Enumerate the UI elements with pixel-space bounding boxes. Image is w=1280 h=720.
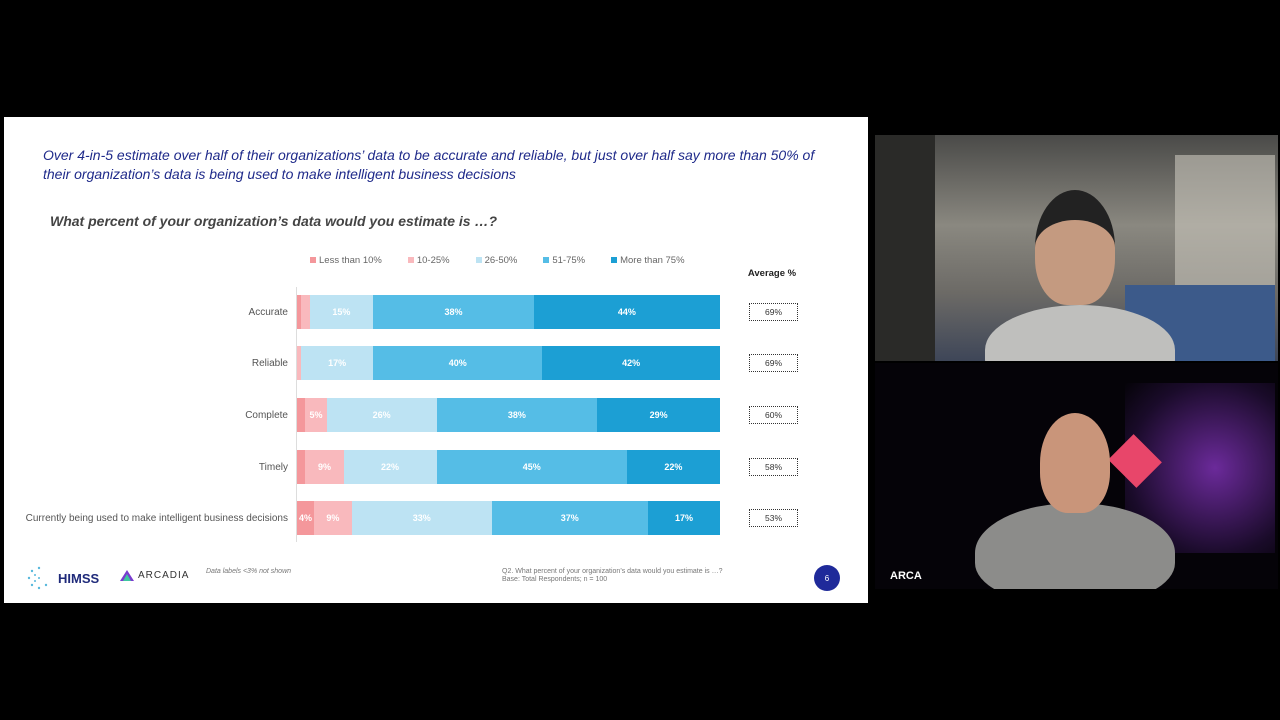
bar-segment: 15% [309, 295, 374, 329]
bar-segment: 40% [373, 346, 543, 380]
average-value: 53% [749, 509, 798, 527]
average-value: 69% [749, 303, 798, 321]
legend-label: 51-75% [552, 255, 586, 266]
chart-axis [296, 287, 297, 542]
bar-segment: 9% [313, 501, 352, 535]
category-label: Currently being used to make intelligent… [25, 513, 288, 524]
bar-segment: 22% [626, 450, 720, 484]
arcadia-triangle-icon [120, 570, 134, 581]
footer-note: Data labels <3% not shown [206, 568, 292, 575]
category-label: Reliable [251, 358, 288, 369]
participant-2-head [1040, 413, 1110, 513]
legend-item: 51-75% [543, 255, 585, 266]
participant-2-figure [975, 503, 1175, 589]
stacked-bar: 15% 38% 44% [297, 295, 720, 329]
bar-segment: 4% [297, 501, 314, 535]
stacked-bar: 4% 9% 33% 37% 17% [297, 501, 720, 535]
legend-item: 26-50% [475, 255, 518, 266]
footer-question: Q2. What percent of your organization’s … [502, 568, 723, 584]
legend-item: Less than 10% [310, 255, 382, 266]
legend-swatch [543, 257, 550, 263]
bar-segment: 17% [648, 501, 720, 535]
legend-swatch [475, 257, 482, 263]
legend-swatch [310, 257, 316, 263]
stacked-bar: 17% 40% 42% [297, 346, 720, 380]
chart-legend: Less than 10% 10-25% 26-50% 51-75% More than… [310, 255, 685, 266]
page-number: 6 [814, 565, 840, 591]
bar-segment: 29% [597, 398, 720, 432]
chart-question: What percent of your organization’s data… [50, 213, 498, 229]
arcadia-logo: ARCADIA [120, 570, 189, 581]
category-label: Accurate [248, 307, 288, 318]
arcadia-logo-text: ARCADIA [138, 570, 190, 581]
bar-segment [297, 346, 302, 380]
bar-segment [301, 295, 310, 329]
bar-segment: 45% [436, 450, 627, 484]
bar-segment [297, 450, 306, 484]
stacked-bar: 5% 26% 38% 29% [297, 398, 720, 432]
legend-label: 10-25% [416, 255, 450, 266]
bar-segment: 38% [373, 295, 534, 329]
bar-segment: 37% [491, 501, 649, 535]
himss-logo-text: HIMSS [58, 570, 100, 586]
average-header: Average % [747, 268, 797, 279]
legend-label: More than 75% [620, 255, 685, 266]
stacked-bar: 9% 22% 45% 22% [297, 450, 720, 484]
footer-base-text: Base: Total Respondents; n = 100 [502, 576, 608, 583]
arcadia-overlay-logo: ARCA [890, 570, 922, 582]
bar-segment: 22% [343, 450, 437, 484]
average-value: 60% [749, 406, 798, 424]
legend-swatch [407, 257, 414, 263]
average-value: 58% [749, 458, 798, 476]
legend-swatch [611, 257, 618, 263]
bar-segment: 33% [351, 501, 492, 535]
average-value: 69% [749, 354, 798, 372]
bar-segment: 5% [305, 398, 327, 432]
legend-item: 10-25% [407, 255, 450, 266]
legend-label: 26-50% [484, 255, 518, 266]
bar-segment [297, 295, 302, 329]
legend-item: More than 75% [611, 255, 685, 266]
bar-segment [297, 398, 306, 432]
footer-question-text: Q2. What percent of your organization’s … [502, 568, 723, 575]
slide-headline: Over 4-in-5 estimate over half of their … [43, 147, 815, 182]
bar-segment: 9% [305, 450, 344, 484]
category-label: Complete [245, 410, 288, 421]
himss-dots-icon [27, 566, 48, 590]
bar-segment: 38% [436, 398, 598, 432]
participant-1-head [1035, 190, 1115, 305]
presentation-slide: Over 4-in-5 estimate over half of their … [4, 117, 868, 603]
bar-segment: 26% [326, 398, 437, 432]
legend-label: Less than 10% [319, 255, 382, 266]
bar-segment: 44% [533, 295, 720, 329]
himss-logo: HIMSS [26, 565, 99, 591]
video-tile-participant-2[interactable]: ARCA [875, 363, 1278, 589]
category-label: Timely [258, 462, 288, 473]
video-tile-participant-1[interactable] [875, 135, 1278, 361]
bar-segment: 17% [301, 346, 374, 380]
bar-segment: 42% [542, 346, 720, 380]
